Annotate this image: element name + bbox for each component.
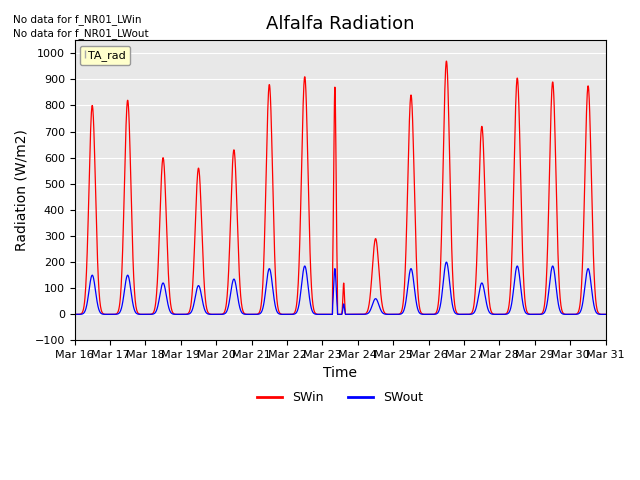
- X-axis label: Time: Time: [323, 366, 357, 380]
- Text: No data for f_NR01_LWout: No data for f_NR01_LWout: [13, 28, 148, 39]
- SWout: [570, 312, 577, 317]
- SWout: [355, 312, 363, 317]
- SWout: [71, 312, 79, 317]
- Line: SWout: SWout: [75, 262, 605, 314]
- Y-axis label: Radiation (W/m2): Radiation (W/m2): [15, 129, 29, 251]
- SWout: [555, 304, 563, 310]
- SWin: [367, 286, 374, 292]
- SWin: [555, 276, 563, 282]
- SWin: [570, 312, 577, 317]
- Text: No data for f_NR01_LWin: No data for f_NR01_LWin: [13, 13, 141, 24]
- SWin: [442, 58, 450, 64]
- Line: SWin: SWin: [75, 61, 605, 314]
- Legend: SWin, SWout: SWin, SWout: [252, 386, 428, 409]
- SWout: [602, 312, 609, 317]
- SWin: [602, 312, 609, 317]
- SWout: [219, 312, 227, 317]
- SWout: [367, 306, 374, 312]
- SWin: [219, 311, 227, 317]
- SWout: [442, 259, 450, 265]
- SWout: [495, 312, 502, 317]
- SWin: [71, 312, 79, 317]
- SWin: [355, 312, 363, 317]
- Title: Alfalfa Radiation: Alfalfa Radiation: [266, 15, 415, 33]
- SWin: [495, 312, 502, 317]
